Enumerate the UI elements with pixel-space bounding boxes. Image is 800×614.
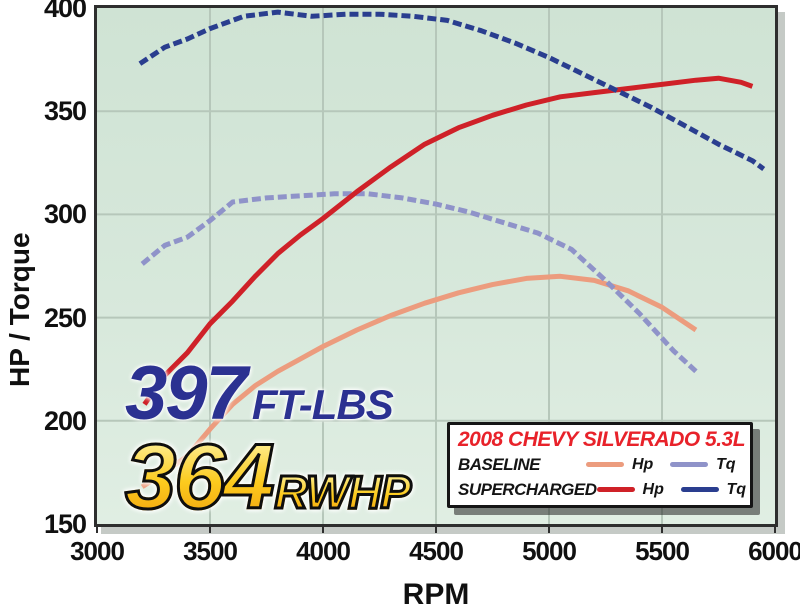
peak-hp-unit: RWHP: [273, 466, 413, 518]
legend-title: 2008 CHEVY SILVERADO 5.3L: [458, 428, 746, 451]
plot-area: 397 FT-LBS 364 RWHP 2008 CHEVY SILVERADO…: [94, 5, 778, 527]
legend-line-baseline-hp-icon: [586, 462, 624, 467]
legend-tag-supercharged-hp: Hp: [642, 480, 664, 498]
legend-tag-baseline-hp: Hp: [632, 455, 654, 473]
legend-label-supercharged: SUPERCHARGED: [458, 479, 597, 499]
legend-tag-supercharged-tq: Tq: [726, 480, 747, 498]
curve-baseline-tq: [140, 191, 698, 374]
legend-box: 2008 CHEVY SILVERADO 5.3L BASELINE Hp Tq…: [447, 422, 753, 508]
y-tick-label: 250: [43, 302, 87, 333]
x-tick-label: 6000: [748, 536, 800, 566]
peak-torque-annotation: 397 FT-LBS: [125, 351, 394, 436]
peak-hp-value: 364: [124, 426, 276, 528]
x-tick-mark: [96, 527, 98, 533]
x-axis-title: RPM: [402, 578, 470, 611]
x-tick-label: 3500: [183, 536, 238, 566]
peak-torque-value: 397: [125, 351, 248, 436]
y-tick-label: 350: [43, 96, 87, 127]
legend-line-supercharged-hp-icon: [596, 487, 635, 492]
curve-supercharged-hp: [142, 75, 754, 406]
curve-baseline-hp: [140, 273, 698, 489]
y-tick-label: 200: [43, 405, 87, 436]
peak-torque-unit: FT-LBS: [251, 381, 394, 428]
x-tick-mark: [209, 527, 211, 533]
y-tick-label: 400: [43, 0, 87, 23]
x-tick-mark: [322, 527, 324, 533]
peak-hp-annotation: 364 RWHP: [124, 426, 413, 528]
legend-line-baseline-tq-icon: [670, 462, 708, 467]
legend-row-baseline: BASELINE Hp Tq: [458, 452, 742, 477]
y-tick-label: 150: [43, 509, 87, 539]
x-tick-mark: [548, 527, 550, 533]
dyno-curves-svg: [97, 8, 775, 524]
x-tick-label: 3000: [70, 536, 125, 566]
legend-line-supercharged-tq-icon: [680, 487, 719, 492]
x-tick-label: 5500: [635, 536, 690, 566]
x-tick-mark: [435, 527, 437, 533]
y-tick-label: 300: [43, 199, 87, 230]
legend-tag-baseline-tq: Tq: [716, 455, 736, 473]
x-tick-label: 5000: [522, 536, 577, 566]
x-tick-label: 4000: [296, 536, 351, 566]
curve-supercharged-tq: [138, 9, 766, 172]
x-tick-label: 4500: [409, 536, 464, 566]
x-tick-mark: [661, 527, 663, 533]
legend-row-supercharged: SUPERCHARGED Hp Tq: [458, 477, 746, 502]
x-tick-mark: [774, 527, 776, 533]
legend-label-baseline: BASELINE: [458, 454, 540, 474]
